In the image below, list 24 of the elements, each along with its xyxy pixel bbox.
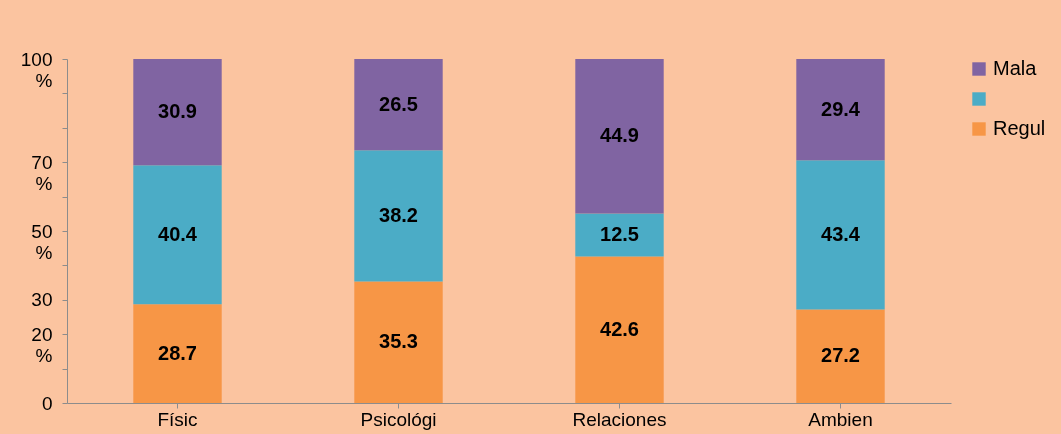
data-label: 28.7: [158, 341, 197, 364]
data-label: 26.5: [379, 92, 418, 115]
data-label: 35.3: [379, 330, 418, 353]
data-label: 40.4: [158, 222, 198, 245]
y-tick-label: 20 %: [31, 323, 53, 366]
legend-label: Mala: [993, 57, 1038, 79]
data-label: 43.4: [821, 222, 861, 245]
data-label: 12.5: [600, 222, 639, 245]
data-label: 30.9: [158, 100, 197, 123]
y-tick-label: 100 %: [20, 48, 53, 91]
data-label: 29.4: [821, 97, 861, 120]
data-label: 42.6: [600, 317, 639, 340]
data-label: 44.9: [600, 124, 639, 147]
data-label: 27.2: [821, 344, 860, 367]
y-tick-label: 50 %: [31, 220, 53, 263]
legend-label: Regul: [993, 117, 1046, 139]
y-tick-label: 70 %: [31, 151, 53, 194]
y-tick-label: 0: [41, 392, 53, 414]
x-tick-label: Psicológi: [360, 408, 437, 430]
x-tick-label: Físic: [157, 408, 198, 430]
x-tick-label: Relaciones: [572, 408, 667, 430]
y-tick-label: 30: [31, 289, 53, 311]
data-label: 38.2: [379, 203, 418, 226]
x-tick-label: Ambien: [808, 408, 873, 430]
